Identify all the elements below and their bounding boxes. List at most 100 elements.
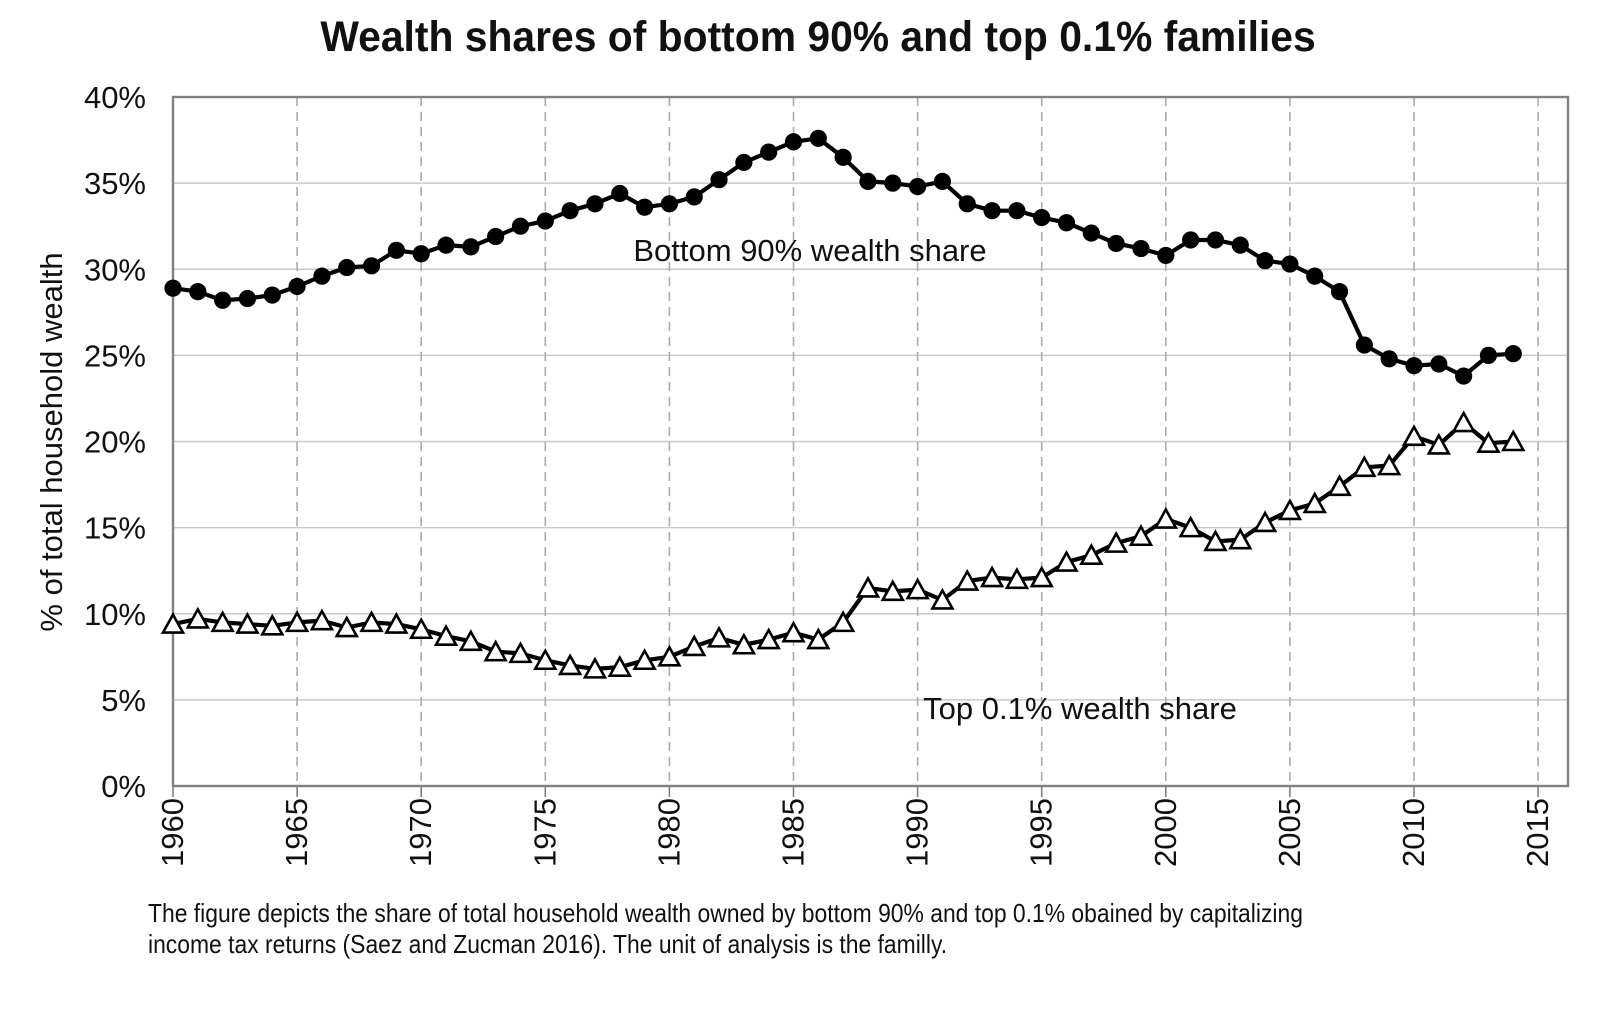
data-point-triangle: [1352, 455, 1377, 478]
data-point-triangle: [210, 610, 235, 633]
data-point-triangle: [657, 644, 682, 667]
data-point-circle: [1057, 214, 1076, 232]
data-point-circle: [1479, 346, 1498, 364]
data-point-circle: [735, 153, 753, 172]
x-tick-label: 2015: [1520, 798, 1555, 867]
data-point-circle: [561, 202, 579, 220]
data-point-circle: [660, 195, 679, 213]
data-point-circle: [263, 286, 281, 304]
y-tick-label: 25%: [84, 338, 146, 373]
data-point-circle: [1182, 231, 1200, 249]
x-tick-label: 1980: [651, 798, 686, 867]
data-point-circle: [1405, 357, 1423, 375]
data-point-circle: [760, 143, 778, 161]
data-point-triangle: [1451, 410, 1476, 433]
y-tick-label: 10%: [84, 597, 146, 632]
data-point-triangle: [458, 629, 484, 652]
data-point-circle: [387, 241, 405, 259]
data-point-circle: [1355, 336, 1373, 354]
data-point-circle: [909, 177, 927, 196]
data-point-circle: [884, 174, 902, 192]
data-point-triangle: [756, 627, 781, 650]
x-tick-label: 1995: [1024, 798, 1059, 867]
data-point-triangle: [408, 617, 434, 640]
data-point-circle: [462, 238, 480, 256]
data-point-triangle: [632, 648, 657, 671]
data-point-circle: [611, 184, 629, 203]
figure-caption-line-2: income tax returns (Saez and Zucman 2016…: [148, 929, 948, 959]
series-layer: [160, 129, 1526, 679]
chart-title: Wealth shares of bottom 90% and top 0.1%…: [320, 12, 1315, 60]
data-point-triangle: [508, 641, 533, 664]
data-point-circle: [536, 212, 554, 230]
data-point-circle: [214, 291, 232, 309]
data-point-circle: [437, 236, 455, 254]
data-point-circle: [685, 188, 703, 206]
x-tick-label: 1965: [279, 798, 314, 867]
data-point-circle: [362, 257, 381, 275]
data-point-triangle: [359, 610, 384, 633]
y-tick-label: 5%: [101, 683, 146, 718]
x-tick-label: 1990: [900, 798, 935, 867]
data-point-triangle: [235, 611, 260, 634]
data-point-triangle: [979, 565, 1005, 588]
data-point-triangle: [1426, 432, 1452, 455]
data-point-circle: [834, 148, 852, 166]
data-point-circle: [338, 258, 356, 277]
data-point-circle: [189, 283, 207, 301]
data-point-triangle: [682, 634, 707, 657]
y-tick-label: 40%: [84, 80, 146, 115]
data-point-triangle: [1327, 474, 1352, 497]
data-point-circle: [1231, 236, 1249, 254]
series-label-1: Top 0.1% wealth share: [923, 691, 1237, 726]
x-tick-label: 2005: [1272, 798, 1307, 867]
data-point-triangle: [1228, 527, 1253, 550]
data-point-circle: [238, 289, 257, 308]
y-tick-label: 30%: [84, 252, 146, 287]
data-point-triangle: [1302, 491, 1327, 514]
data-point-circle: [1256, 252, 1274, 270]
data-point-circle: [511, 217, 530, 235]
data-point-circle: [1107, 234, 1125, 253]
series-inline-labels: Bottom 90% wealth share Top 0.1% wealth s…: [633, 233, 1236, 726]
data-point-circle: [1455, 367, 1473, 385]
series-label-0: Bottom 90% wealth share: [633, 233, 986, 268]
data-point-triangle: [1054, 549, 1079, 572]
data-point-triangle: [1004, 567, 1030, 590]
data-point-triangle: [880, 579, 905, 602]
data-point-triangle: [533, 648, 558, 671]
data-point-triangle: [284, 610, 310, 633]
y-axis-title: % of total household wealth: [34, 252, 69, 631]
data-point-triangle: [309, 608, 335, 631]
data-point-circle: [784, 133, 803, 151]
data-point-triangle: [830, 610, 856, 633]
data-point-circle: [586, 195, 604, 213]
data-point-circle: [1330, 283, 1349, 301]
data-point-triangle: [905, 577, 930, 600]
data-point-circle: [1033, 208, 1051, 227]
data-point-circle: [1082, 224, 1100, 242]
data-point-triangle: [930, 587, 955, 610]
data-point-circle: [710, 171, 728, 189]
data-point-triangle: [1277, 498, 1303, 521]
data-point-circle: [1008, 202, 1026, 220]
figure-caption-line-1: The figure depicts the share of total ho…: [148, 898, 1303, 928]
data-point-triangle: [1401, 424, 1427, 447]
data-point-triangle: [1476, 431, 1501, 454]
data-point-triangle: [1153, 506, 1179, 529]
data-point-triangle: [607, 654, 632, 677]
x-tick-label: 1960: [155, 798, 190, 867]
data-point-triangle: [706, 625, 732, 648]
data-point-circle: [487, 227, 505, 246]
data-point-circle: [1157, 246, 1175, 265]
data-point-triangle: [806, 627, 831, 650]
data-point-circle: [313, 267, 331, 285]
data-point-triangle: [185, 606, 211, 629]
data-point-triangle: [781, 620, 806, 643]
y-tick-label: 0%: [101, 769, 146, 804]
data-point-circle: [983, 202, 1001, 220]
data-point-circle: [1306, 267, 1324, 285]
data-point-circle: [1132, 239, 1150, 258]
data-point-triangle: [1252, 510, 1278, 533]
